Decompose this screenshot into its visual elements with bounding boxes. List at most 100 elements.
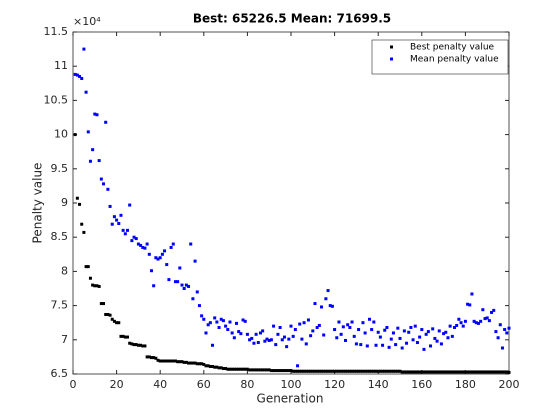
point (330, 304, 334, 308)
point (211, 364, 215, 368)
point (400, 346, 404, 350)
point (466, 302, 470, 306)
point (160, 252, 164, 256)
point (463, 319, 467, 323)
point (171, 242, 175, 246)
point (431, 370, 435, 374)
point (341, 369, 345, 373)
point (128, 341, 132, 345)
point (250, 336, 254, 340)
point (197, 362, 201, 366)
point (302, 321, 306, 325)
point (411, 338, 415, 342)
point (505, 370, 509, 374)
point (82, 230, 86, 234)
point (298, 369, 302, 373)
point (289, 324, 293, 328)
point (313, 369, 317, 373)
point (496, 336, 500, 340)
point (385, 325, 389, 329)
point (267, 338, 271, 342)
point (123, 232, 127, 236)
point (269, 369, 273, 373)
point (492, 370, 496, 374)
x-tick-label: 0 (70, 378, 77, 391)
point (110, 317, 114, 321)
point (102, 182, 106, 186)
point (141, 245, 145, 249)
point (126, 228, 129, 232)
point (500, 370, 504, 374)
point (470, 292, 474, 296)
point (481, 370, 485, 374)
point (455, 370, 459, 374)
point (507, 370, 511, 374)
point (149, 356, 153, 360)
point (344, 369, 347, 373)
point (461, 324, 465, 328)
point (143, 246, 147, 250)
point (202, 317, 206, 321)
point (78, 74, 82, 78)
point (306, 318, 310, 322)
point (276, 332, 280, 336)
point (346, 323, 350, 327)
point (346, 369, 350, 373)
point (258, 368, 262, 372)
point (487, 319, 491, 323)
point (326, 369, 330, 373)
point (439, 342, 443, 346)
y-tick-label: 8.5 (51, 230, 69, 243)
point (95, 284, 99, 288)
point (444, 370, 448, 374)
point (433, 370, 437, 374)
point (73, 72, 77, 76)
point (195, 290, 199, 294)
point (239, 367, 243, 371)
point (411, 370, 415, 374)
point (459, 321, 463, 325)
point (152, 356, 156, 360)
point (167, 278, 171, 282)
point (376, 369, 380, 373)
point (108, 204, 112, 208)
point (490, 310, 494, 314)
point (189, 242, 193, 246)
point (291, 369, 295, 373)
point (487, 370, 491, 374)
point (507, 326, 511, 330)
point (470, 370, 474, 374)
point (176, 280, 180, 284)
point (165, 359, 169, 363)
point (306, 369, 310, 373)
point (381, 369, 385, 373)
point (435, 370, 439, 374)
point (374, 343, 378, 347)
point (226, 367, 230, 371)
point (265, 337, 269, 341)
point (147, 355, 151, 359)
point (463, 370, 467, 374)
point (363, 369, 367, 373)
point (136, 343, 140, 347)
point (274, 343, 278, 347)
point (500, 346, 504, 350)
point (163, 359, 167, 363)
y-axis-label: Penalty value (31, 163, 45, 244)
point (241, 367, 245, 371)
point (448, 324, 452, 328)
point (335, 369, 339, 373)
point (363, 331, 367, 335)
point (415, 370, 419, 374)
point (243, 367, 247, 371)
point (217, 325, 221, 329)
point (121, 228, 125, 232)
point (158, 256, 162, 260)
point (317, 369, 321, 373)
legend-marker (390, 45, 393, 49)
point (219, 317, 223, 321)
point (165, 263, 169, 267)
point (372, 369, 376, 373)
point (426, 330, 430, 334)
